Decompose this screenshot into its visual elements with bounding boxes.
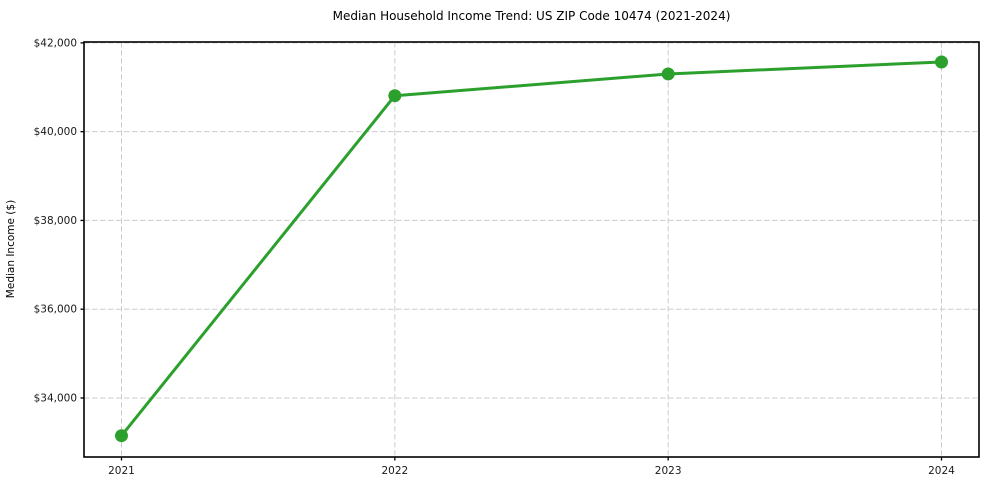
y-tick-label: $42,000	[34, 37, 77, 49]
x-tick-label: 2023	[655, 465, 682, 477]
y-tick-label: $40,000	[34, 126, 77, 138]
x-tick-label: 2024	[928, 465, 955, 477]
chart-title: Median Household Income Trend: US ZIP Co…	[332, 9, 731, 23]
y-tick-label: $34,000	[34, 392, 77, 404]
y-axis-label: Median Income ($)	[5, 199, 17, 299]
plot-frame	[83, 41, 980, 458]
data-point-2022	[388, 89, 402, 103]
data-point-2023	[661, 67, 675, 81]
data-point-2021	[115, 429, 128, 443]
x-tick-label: 2022	[381, 465, 408, 477]
y-tick-label: $36,000	[34, 304, 77, 316]
data-point-2024	[935, 55, 948, 69]
y-tick-label: $38,000	[34, 215, 77, 227]
x-tick-label: 2021	[108, 465, 135, 477]
income-trend-line	[120, 60, 943, 438]
